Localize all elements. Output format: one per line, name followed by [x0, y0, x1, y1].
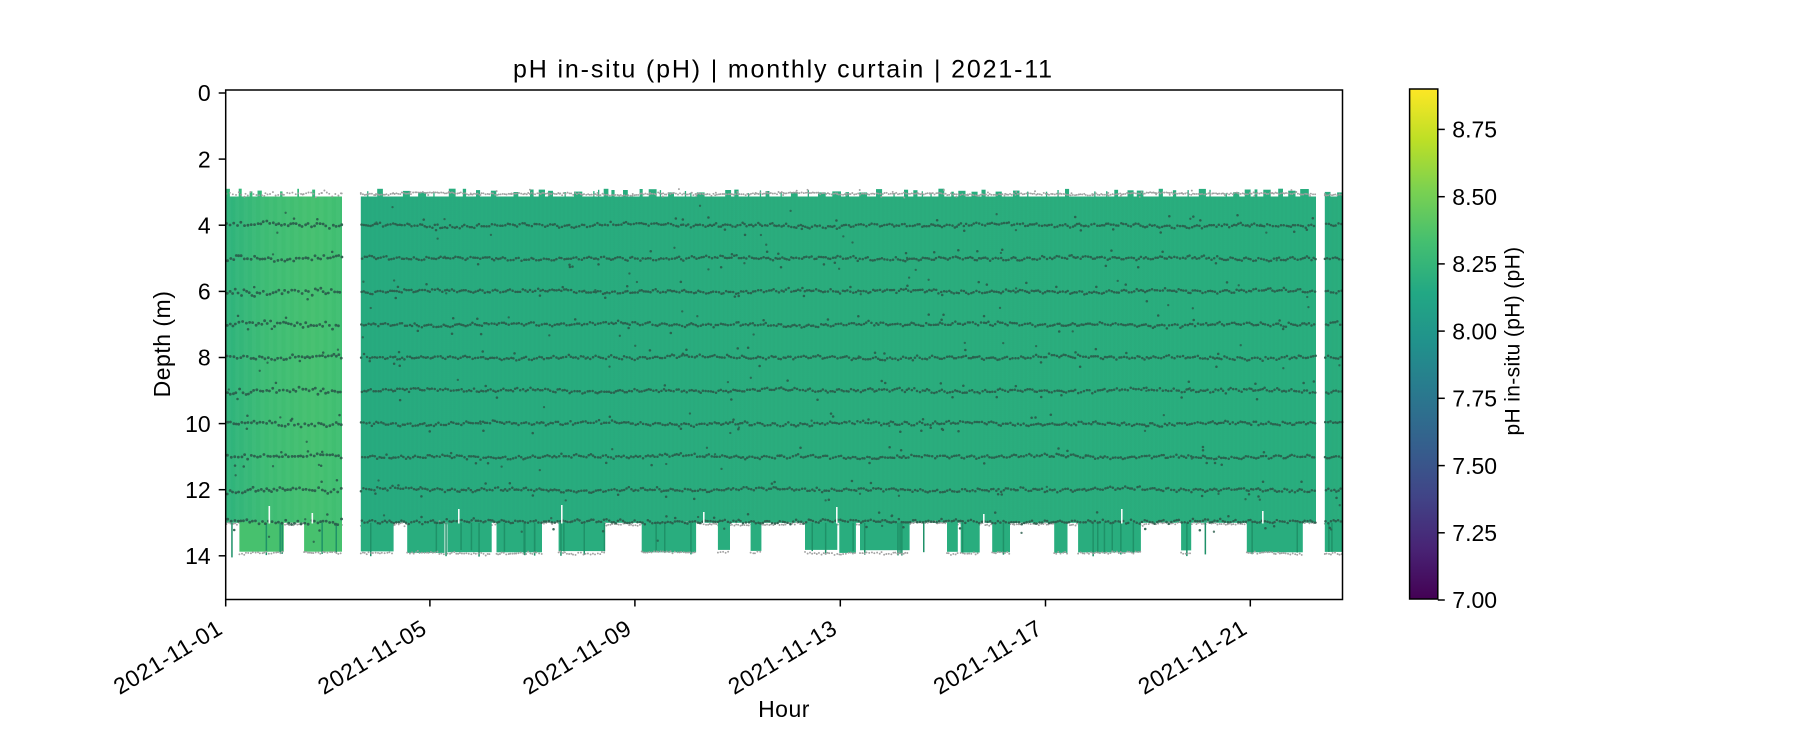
svg-text:Depth (m): Depth (m)	[149, 291, 175, 398]
svg-text:7.50: 7.50	[1452, 453, 1497, 479]
svg-text:4: 4	[198, 212, 211, 238]
svg-text:0: 0	[198, 80, 211, 106]
svg-text:pH in-situ (pH) (pH): pH in-situ (pH) (pH)	[1502, 246, 1525, 435]
svg-text:pH in-situ (pH) | monthly curt: pH in-situ (pH) | monthly curtain | 2021…	[513, 56, 1054, 84]
svg-text:6: 6	[198, 279, 211, 305]
svg-text:8.00: 8.00	[1452, 318, 1497, 344]
svg-text:7.00: 7.00	[1452, 587, 1497, 613]
svg-text:10: 10	[185, 411, 211, 437]
svg-text:Hour: Hour	[758, 696, 810, 722]
svg-text:14: 14	[185, 543, 211, 569]
svg-text:8.25: 8.25	[1452, 251, 1497, 277]
svg-text:8.75: 8.75	[1452, 117, 1497, 143]
svg-text:8.50: 8.50	[1452, 184, 1497, 210]
svg-text:7.25: 7.25	[1452, 520, 1497, 546]
svg-text:12: 12	[185, 477, 211, 503]
svg-text:2: 2	[198, 146, 211, 172]
svg-text:7.75: 7.75	[1452, 386, 1497, 412]
svg-text:8: 8	[198, 345, 211, 371]
